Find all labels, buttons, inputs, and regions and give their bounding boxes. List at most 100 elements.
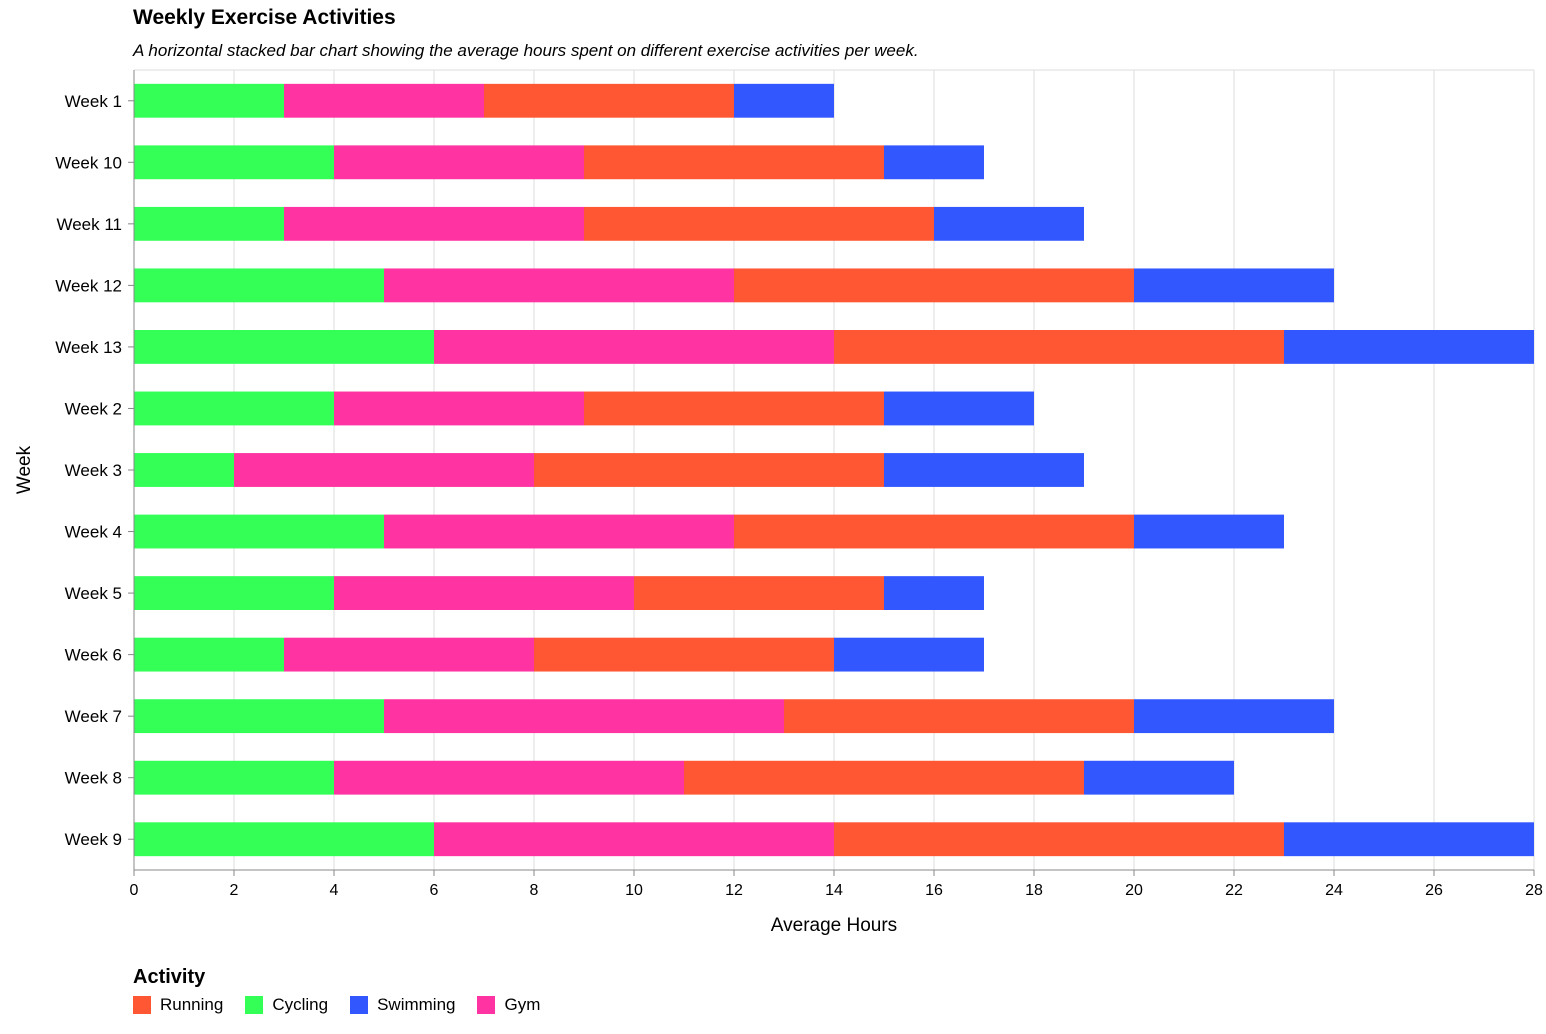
bar-segment-cycling-week-11 (134, 206, 284, 241)
bar-segment-cycling-week-10 (134, 145, 334, 180)
legend-item-swimming: Swimming (350, 995, 455, 1015)
y-tick-label: Week 6 (65, 646, 122, 665)
bar-segment-running-week-9 (834, 822, 1284, 857)
bar-segment-swimming-week-10 (884, 145, 984, 180)
bar-segment-gym-week-2 (334, 391, 584, 426)
chart-area: Week 1 Week 10 Week 11 Week 12 Week 13 Week 2… (14, 69, 1543, 936)
x-tick-label: 4 (330, 882, 339, 899)
x-tick-label: 20 (1125, 882, 1143, 899)
legend-item-cycling: Cycling (245, 995, 328, 1015)
bar-segment-cycling-week-13 (134, 330, 434, 364)
y-tick-label: Week 2 (65, 399, 122, 418)
y-tick-label: Week 3 (65, 461, 122, 480)
x-tick-label: 18 (1025, 882, 1043, 899)
bars (134, 83, 1534, 857)
bar-segment-gym-week-9 (434, 822, 834, 857)
y-tick-label: Week 11 (56, 215, 122, 234)
bar-segment-running-week-4 (734, 514, 1134, 549)
x-tick-label: 14 (825, 882, 843, 899)
y-axis-title: Week (14, 445, 35, 494)
bar-segment-cycling-week-6 (134, 637, 284, 672)
bar-segment-swimming-week-13 (1284, 330, 1534, 364)
bar-segment-running-week-12 (734, 268, 1134, 303)
bar-segment-swimming-week-8 (1084, 760, 1234, 795)
x-tick-label: 28 (1525, 882, 1543, 899)
bar-segment-running-week-7 (784, 699, 1134, 734)
bar-segment-cycling-week-7 (134, 699, 384, 734)
legend-label: Cycling (272, 995, 329, 1014)
legend-item-running: Running (133, 995, 223, 1015)
x-axis-title: Average Hours (771, 915, 897, 936)
bar-segment-running-week-5 (634, 576, 884, 610)
bar-segment-swimming-week-1 (734, 83, 834, 118)
bar-segment-running-week-13 (834, 330, 1284, 364)
x-tick-label: 26 (1425, 882, 1443, 899)
bar-segment-cycling-week-12 (134, 268, 384, 303)
bar-segment-gym-week-6 (284, 637, 534, 672)
legend-swatch (133, 996, 151, 1014)
x-tick-label: 22 (1225, 882, 1243, 899)
bar-segment-gym-week-3 (234, 453, 534, 487)
x-tick-label: 10 (625, 882, 643, 899)
y-tick-label: Week 4 (65, 523, 122, 542)
legend-label: Running (160, 995, 224, 1014)
legend: Activity Running Cycling Swimming Gym (133, 966, 562, 1015)
legend-item-gym: Gym (477, 995, 540, 1015)
bar-segment-swimming-week-6 (834, 637, 984, 672)
bar-segment-cycling-week-1 (134, 83, 284, 118)
bar-segment-gym-week-8 (334, 760, 684, 795)
legend-swatch (245, 996, 264, 1014)
bar-segment-gym-week-7 (384, 699, 784, 734)
bar-segment-cycling-week-9 (134, 822, 434, 857)
bar-segment-cycling-week-3 (134, 453, 234, 487)
bar-segment-swimming-week-4 (1134, 514, 1284, 549)
bar-segment-swimming-week-3 (884, 453, 1084, 487)
bar-segment-swimming-week-12 (1134, 268, 1334, 303)
y-tick-label: Week 8 (65, 769, 122, 788)
x-tick-label: 8 (530, 882, 539, 899)
y-tick-label: Week 10 (55, 153, 122, 172)
legend-swatch (350, 996, 369, 1014)
bar-segment-gym-week-10 (334, 145, 584, 180)
y-tick-label: Week 5 (65, 584, 122, 603)
chart-title: Weekly Exercise Activities (133, 6, 396, 29)
x-tick-label: 12 (725, 882, 743, 899)
bar-segment-running-week-3 (534, 453, 884, 487)
bar-segment-running-week-10 (584, 145, 884, 180)
x-tick-label: 24 (1325, 882, 1343, 899)
legend-title: Activity (133, 966, 206, 988)
bar-segment-gym-week-4 (384, 514, 734, 549)
bar-segment-cycling-week-8 (134, 760, 334, 795)
y-tick-label: Week 1 (65, 92, 122, 111)
bar-segment-cycling-week-5 (134, 576, 334, 610)
bar-segment-running-week-8 (684, 760, 1084, 795)
y-tick-label: Week 9 (65, 830, 122, 849)
bar-segment-swimming-week-9 (1284, 822, 1534, 857)
bar-segment-running-week-11 (584, 206, 934, 241)
bar-segment-cycling-week-4 (134, 514, 384, 549)
legend-items: Running Cycling Swimming Gym (133, 995, 562, 1015)
x-tick-label: 6 (430, 882, 439, 899)
legend-swatch (477, 996, 496, 1014)
bar-segment-gym-week-1 (284, 83, 484, 118)
bar-segment-gym-week-11 (284, 206, 584, 241)
bar-segment-cycling-week-2 (134, 391, 334, 426)
bar-segment-running-week-6 (534, 637, 834, 672)
x-tick-label: 16 (925, 882, 943, 899)
x-tick-label: 2 (230, 882, 239, 899)
y-tick-label: Week 7 (65, 707, 122, 726)
bar-segment-gym-week-5 (334, 576, 634, 610)
bar-segment-running-week-2 (584, 391, 884, 426)
bar-segment-swimming-week-11 (934, 206, 1084, 241)
bar-segment-swimming-week-5 (884, 576, 984, 610)
y-tick-label: Week 13 (55, 338, 122, 357)
bar-segment-gym-week-12 (384, 268, 734, 303)
chart-subtitle: A horizontal stacked bar chart showing t… (133, 41, 919, 60)
axes: Week 1 Week 10 Week 11 Week 12 Week 13 Week 2… (55, 70, 1543, 899)
legend-label: Gym (504, 995, 541, 1014)
bar-segment-swimming-week-2 (884, 391, 1034, 426)
bar-segment-gym-week-13 (434, 330, 834, 364)
legend-label: Swimming (377, 995, 456, 1014)
y-tick-label: Week 12 (55, 276, 122, 295)
bar-segment-swimming-week-7 (1134, 699, 1334, 734)
